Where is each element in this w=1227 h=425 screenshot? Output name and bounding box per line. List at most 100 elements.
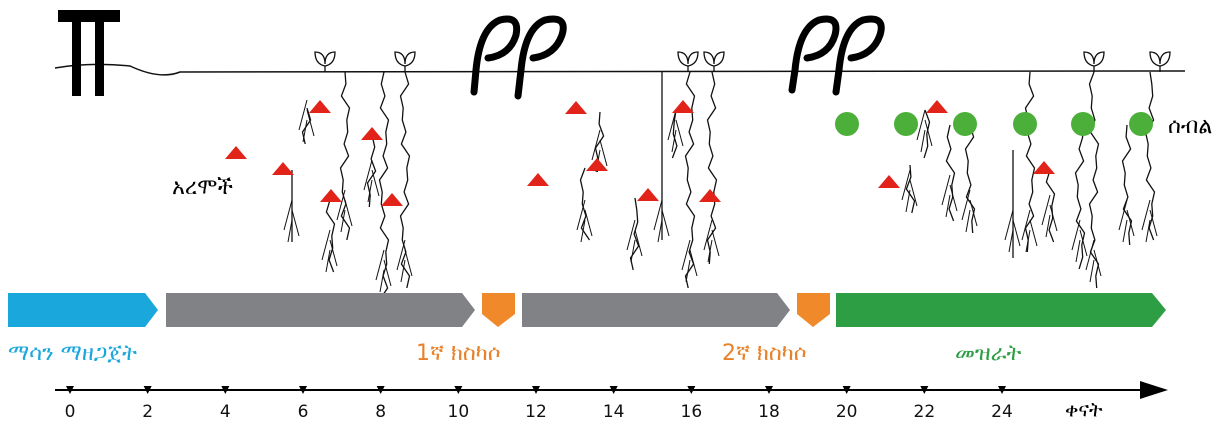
root	[1021, 209, 1038, 253]
root	[653, 199, 670, 243]
tick-label: 22	[914, 402, 936, 422]
tick-label: 2	[142, 402, 153, 422]
root	[325, 199, 336, 273]
root	[1074, 124, 1086, 270]
crop-seedling	[835, 112, 859, 136]
root	[396, 239, 413, 283]
weeds-label: አረሞች	[172, 175, 233, 200]
sprout	[1083, 51, 1105, 72]
phase-arrow	[166, 293, 475, 327]
weed	[527, 173, 549, 186]
weed	[878, 175, 900, 188]
tick-mark	[687, 386, 696, 394]
tick-label: 14	[603, 402, 625, 422]
tick-label: 20	[836, 402, 858, 422]
weed	[637, 188, 659, 201]
tick-mark	[842, 386, 851, 394]
tick-label: 8	[375, 402, 386, 422]
axis-arrowhead	[1140, 381, 1168, 399]
phase-label: 2ኛ ክስካሶ	[722, 341, 807, 366]
weed	[672, 100, 694, 113]
weed	[361, 127, 383, 140]
root	[905, 164, 916, 214]
weed	[1033, 161, 1055, 174]
root	[1118, 199, 1135, 243]
root	[1085, 239, 1102, 283]
root	[1144, 71, 1156, 241]
ground-line	[54, 63, 1186, 76]
weed	[320, 189, 342, 202]
root	[629, 197, 640, 271]
ticks: 0 2 4 6 8 10 12 14 16 18 20 22 24	[65, 386, 1013, 422]
root	[1004, 209, 1021, 253]
phase-label: ማሳን ማዘጋጀት	[8, 341, 137, 366]
tick-label: 12	[525, 402, 547, 422]
weed	[272, 162, 294, 175]
root	[1024, 71, 1036, 253]
sprout	[314, 51, 336, 72]
weed	[926, 100, 948, 113]
tick-mark	[532, 386, 540, 394]
root	[366, 134, 377, 208]
phase-arrow	[797, 293, 830, 327]
tick-label: 10	[448, 402, 470, 422]
tick-mark	[299, 386, 307, 394]
root	[941, 174, 958, 218]
sprout	[394, 51, 416, 72]
tick-mark	[454, 386, 463, 394]
root	[1041, 194, 1058, 238]
root	[671, 109, 678, 159]
weed	[586, 158, 608, 171]
phase-arrow	[482, 293, 515, 327]
root	[283, 199, 300, 243]
tick-mark	[920, 386, 929, 394]
root	[667, 109, 684, 153]
root	[1141, 199, 1158, 243]
weed	[699, 189, 721, 202]
phase-arrow	[522, 293, 790, 327]
sprout	[1149, 51, 1171, 72]
root	[964, 124, 976, 234]
hoe-symbol-1	[470, 15, 567, 100]
tick-mark	[998, 386, 1006, 394]
sprout	[677, 51, 699, 72]
crop-label: ሰብል	[1168, 114, 1212, 139]
phase-arrow	[8, 293, 158, 327]
root	[901, 169, 918, 213]
tick-mark	[221, 386, 230, 394]
tick-label: 24	[991, 402, 1013, 422]
root	[579, 167, 591, 241]
root	[1088, 71, 1100, 289]
field-prep-symbol	[58, 10, 120, 96]
root	[626, 219, 643, 263]
tick-label: 4	[220, 402, 231, 422]
root	[399, 71, 411, 289]
tick-mark	[66, 386, 74, 394]
root	[576, 199, 593, 243]
tick-mark	[765, 386, 773, 394]
weed	[225, 146, 247, 159]
root	[916, 109, 933, 153]
root	[363, 159, 380, 203]
sprout	[703, 51, 725, 72]
tick-label: 18	[758, 402, 780, 422]
root	[703, 219, 720, 263]
weed	[565, 101, 587, 114]
tick-label: 6	[298, 402, 309, 422]
root	[706, 71, 718, 265]
root	[1121, 124, 1133, 246]
tick-mark	[143, 386, 152, 394]
weed	[381, 193, 403, 206]
crop-seedling	[953, 112, 977, 136]
root	[961, 189, 978, 233]
crop-seedling	[1071, 112, 1095, 136]
tick-mark	[376, 386, 385, 394]
root	[339, 71, 351, 241]
root	[1071, 219, 1088, 263]
phase-arrow	[836, 293, 1166, 327]
root	[1045, 169, 1056, 243]
root	[684, 71, 696, 289]
axis-label: ቀናት	[1065, 398, 1103, 422]
